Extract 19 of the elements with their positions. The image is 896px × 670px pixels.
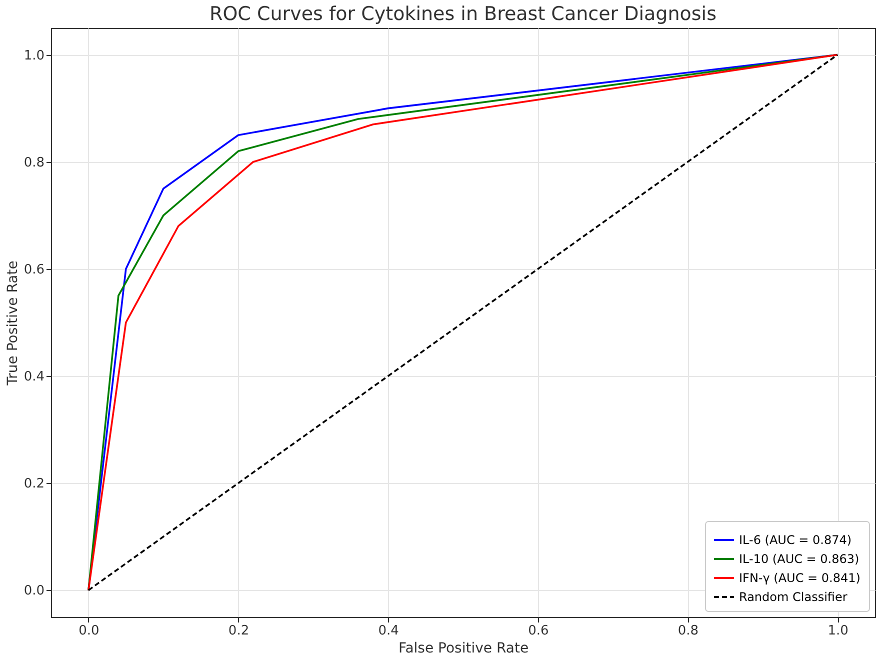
- y-tick-label: 0.4: [24, 370, 44, 385]
- x-axis-title: False Positive Rate: [398, 640, 529, 656]
- x-tick-label: 1.0: [828, 624, 848, 638]
- legend-label: Random Classifier: [739, 590, 848, 604]
- legend-label: IL-10 (AUC = 0.863): [739, 552, 860, 566]
- y-tick-label: 0.8: [24, 155, 44, 170]
- legend-label: IL-6 (AUC = 0.874): [739, 533, 852, 547]
- y-tick-label: 0.0: [24, 584, 44, 599]
- x-tick-label: 0.4: [378, 624, 399, 638]
- legend-label: IFN-γ (AUC = 0.841): [739, 571, 860, 585]
- y-axis-title: True Positive Rate: [4, 260, 21, 386]
- x-tick-label: 0.2: [228, 624, 250, 638]
- x-tick-label: 0.6: [528, 624, 549, 638]
- x-tick-label: 0.8: [678, 624, 699, 638]
- x-tick-label: 0.0: [78, 624, 100, 638]
- y-tick-label: 0.2: [24, 476, 44, 492]
- y-tick-label: 1.0: [24, 48, 44, 64]
- chart-title: ROC Curves for Cytokines in Breast Cancer Diagnosis: [210, 3, 716, 25]
- y-tick-label: 0.6: [24, 262, 44, 278]
